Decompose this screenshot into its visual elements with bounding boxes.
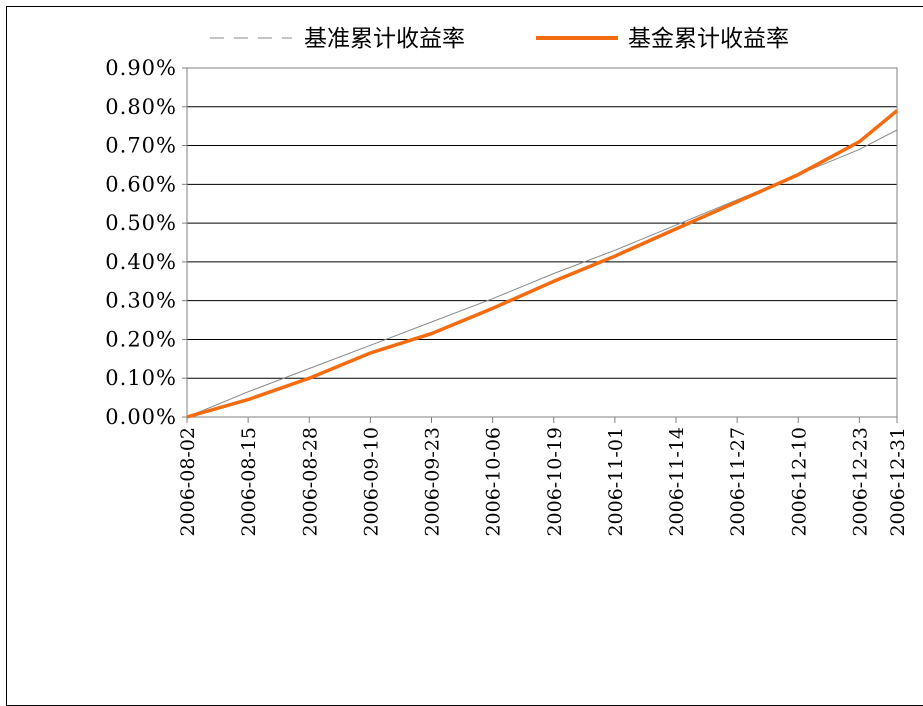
x-tick-label: 2006-08-02 xyxy=(177,427,199,537)
y-tick-label: 0.50% xyxy=(105,211,177,235)
y-tick-label: 0.30% xyxy=(105,289,177,313)
x-tick-label: 2006-08-28 xyxy=(299,427,321,537)
plot-area xyxy=(186,67,898,418)
x-tick-label: 2006-10-19 xyxy=(544,427,566,537)
y-axis-ticks: 0.00% 0.10% 0.20% 0.30% 0.40% 0.50% 0.60% 0.70%… xyxy=(105,56,187,429)
x-tick-label: 2006-12-10 xyxy=(788,427,810,537)
x-tick-label: 2006-10-06 xyxy=(483,427,505,537)
series-layer xyxy=(186,109,899,419)
x-tick-label: 2006-08-15 xyxy=(238,427,260,537)
x-tick-label: 2006-11-14 xyxy=(666,427,688,537)
y-tick-label: 0.60% xyxy=(105,172,177,196)
x-tick-label: 2006-12-23 xyxy=(849,427,871,537)
chart-canvas: 基准累计收益率 基金累计收益率 0.00% 0.10% 0.20% 0.30% 0.40… xyxy=(105,26,909,537)
y-tick-label: 0.10% xyxy=(105,366,177,390)
y-tick-label: 0.70% xyxy=(105,134,177,158)
series-line-fund xyxy=(186,109,899,419)
y-tick-label: 0.00% xyxy=(105,405,177,429)
x-tick-label: 2006-12-31 xyxy=(887,427,909,537)
legend: 基准累计收益率 基金累计收益率 xyxy=(210,26,789,52)
grid-lines xyxy=(187,67,897,379)
x-tick-label: 2006-11-01 xyxy=(605,427,627,537)
x-tick-label: 2006-09-10 xyxy=(360,427,382,537)
y-tick-label: 0.80% xyxy=(105,95,177,119)
legend-label-fund: 基金累计收益率 xyxy=(628,26,789,52)
legend-label-benchmark: 基准累计收益率 xyxy=(304,26,465,52)
x-axis-ticks: 2006-08-02 2006-08-15 2006-08-28 2006-09-10… xyxy=(177,417,909,537)
y-tick-label: 0.20% xyxy=(105,327,177,351)
x-tick-label: 2006-11-27 xyxy=(727,427,749,537)
x-tick-label: 2006-09-23 xyxy=(422,427,444,537)
y-tick-label: 0.90% xyxy=(105,56,177,80)
series-line-benchmark xyxy=(186,129,898,418)
y-tick-label: 0.40% xyxy=(105,250,177,274)
